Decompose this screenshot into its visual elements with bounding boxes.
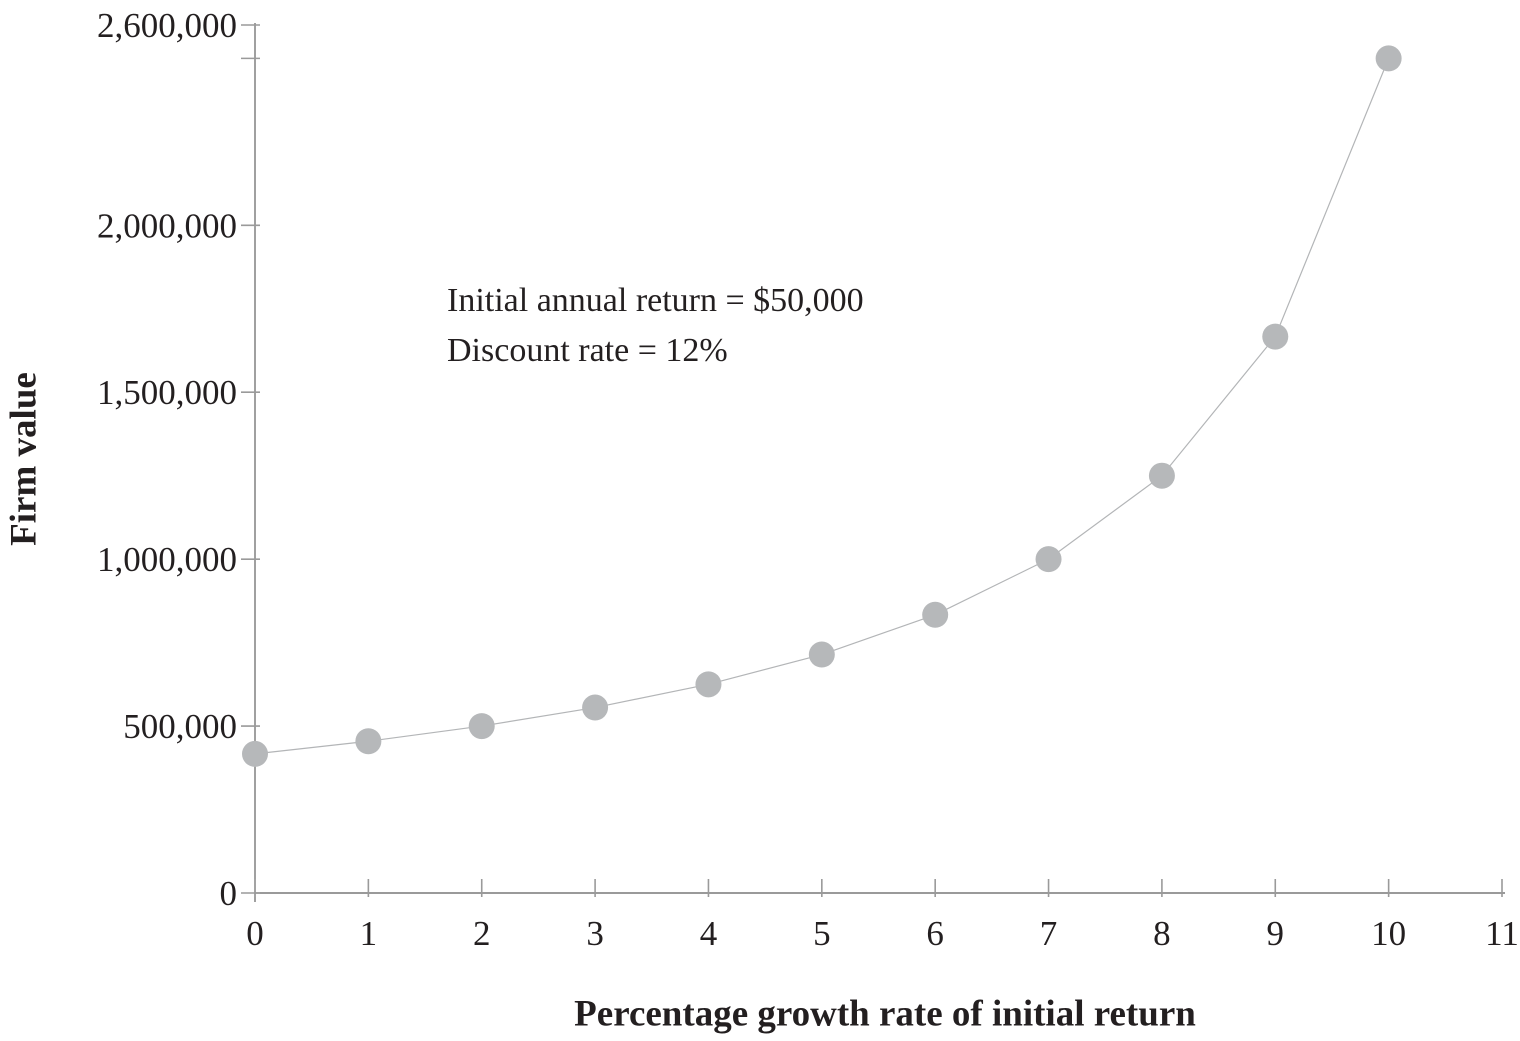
x-tick-label: 7 (1040, 914, 1058, 953)
chart-annotation: Initial annual return = $50,000 Discount… (447, 276, 864, 376)
annotation-line-initial-return: Initial annual return = $50,000 (447, 282, 864, 319)
data-point (355, 728, 382, 755)
data-point (1035, 546, 1062, 573)
data-point (582, 694, 609, 721)
x-tick-label: 6 (926, 914, 944, 953)
y-tick-label: 2,000,000 (97, 206, 237, 245)
x-tick-label: 10 (1371, 914, 1406, 953)
x-tick-label: 1 (360, 914, 378, 953)
x-axis-title: Percentage growth rate of initial return (574, 993, 1196, 1035)
x-tick-label: 3 (586, 914, 604, 953)
x-tick-label: 9 (1267, 914, 1285, 953)
y-tick-label: 1,500,000 (97, 373, 237, 412)
data-point (1148, 462, 1175, 489)
y-tick-label: 1,000,000 (97, 540, 237, 579)
y-axis-title: Firm value (3, 372, 45, 546)
x-tick-label: 0 (246, 914, 264, 953)
x-tick-label: 4 (700, 914, 718, 953)
data-point (1375, 45, 1402, 72)
data-point (1262, 323, 1289, 350)
data-point (242, 740, 268, 767)
x-tick-label: 2 (473, 914, 491, 953)
data-point (695, 671, 722, 698)
annotation-line-discount-rate: Discount rate = 12% (447, 332, 728, 369)
x-tick-label: 11 (1485, 914, 1519, 953)
y-tick-label: 2,600,000 (97, 6, 237, 45)
data-point (922, 601, 949, 628)
y-tick-label: 0 (220, 874, 238, 913)
x-tick-label: 5 (813, 914, 831, 953)
y-tick-label: 500,000 (123, 707, 237, 746)
data-point (808, 641, 835, 668)
x-tick-label: 8 (1153, 914, 1171, 953)
data-point (468, 713, 495, 740)
